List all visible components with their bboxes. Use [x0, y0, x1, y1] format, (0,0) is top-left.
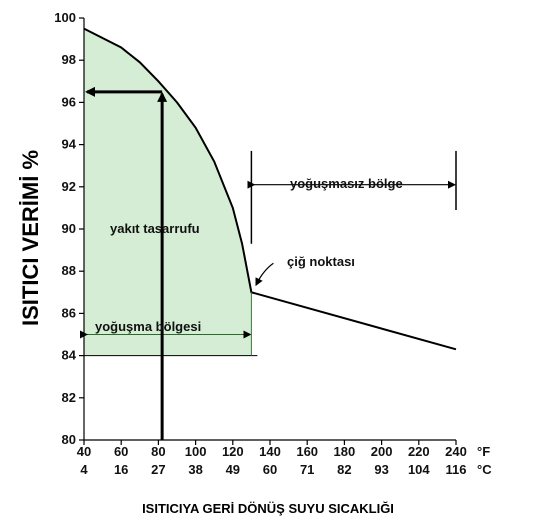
- x-tick-label-f: 220: [408, 444, 430, 459]
- x-tick-label-c: 60: [263, 462, 277, 477]
- x-tick-label-f: 160: [296, 444, 318, 459]
- y-tick-label: 98: [62, 52, 76, 67]
- x-tick-label-c: 4: [80, 462, 88, 477]
- x-tick-label-f: 40: [77, 444, 91, 459]
- x-tick-label-c: 93: [374, 462, 388, 477]
- y-tick-label: 84: [62, 348, 77, 363]
- y-tick-label: 90: [62, 221, 76, 236]
- x-tick-label-c: 27: [151, 462, 165, 477]
- y-tick-label: 82: [62, 390, 76, 405]
- x-tick-label-f: 80: [151, 444, 165, 459]
- dew-point-label: çiğ noktası: [287, 254, 355, 269]
- y-tick-label: 100: [54, 10, 76, 25]
- x-tick-label-c: 71: [300, 462, 314, 477]
- x-tick-label-f: 100: [185, 444, 207, 459]
- y-axis-label: ISITICI VERİMİ %: [18, 150, 43, 326]
- x-tick-label-f: 240: [445, 444, 467, 459]
- x-unit-secondary: °C: [477, 462, 492, 477]
- x-tick-label-c: 104: [408, 462, 430, 477]
- dew-point-pointer: [255, 262, 274, 287]
- non-condensing-zone-label: yoğuşmasız bölge: [290, 176, 403, 191]
- x-tick-label-c: 38: [188, 462, 202, 477]
- y-tick-label: 88: [62, 263, 76, 278]
- x-axis-label: ISITICIYA GERİ DÖNÜŞ SUYU SICAKLIĞI: [142, 501, 394, 516]
- x-tick-label-f: 180: [334, 444, 356, 459]
- efficiency-curve: [83, 27, 457, 351]
- x-tick-label-c: 82: [337, 462, 351, 477]
- x-tick-label-f: 200: [371, 444, 393, 459]
- y-tick-label: 80: [62, 432, 76, 447]
- y-tick-label: 86: [62, 305, 76, 320]
- x-tick-label-f: 120: [222, 444, 244, 459]
- y-ticks: 80 82 84 86 88 90 92 94 96 98 100: [54, 10, 84, 447]
- fuel-savings-area: [84, 28, 252, 356]
- y-tick-label: 96: [62, 94, 76, 109]
- y-tick-label: 94: [62, 137, 77, 152]
- x-ticks: 40 4 60 16 80 27 100 38 120 49 140 60 160 71 180 82 200 9…: [77, 440, 467, 477]
- x-unit-primary: °F: [477, 444, 490, 459]
- x-tick-label-c: 16: [114, 462, 128, 477]
- x-tick-label-c: 116: [446, 462, 467, 477]
- condensing-zone-label: yoğuşma bölgesi: [95, 319, 201, 334]
- x-tick-label-f: 60: [114, 444, 128, 459]
- y-tick-label: 92: [62, 179, 76, 194]
- x-tick-label-f: 140: [259, 444, 281, 459]
- fuel-savings-label: yakıt tasarrufu: [110, 221, 200, 236]
- x-tick-label-c: 49: [226, 462, 240, 477]
